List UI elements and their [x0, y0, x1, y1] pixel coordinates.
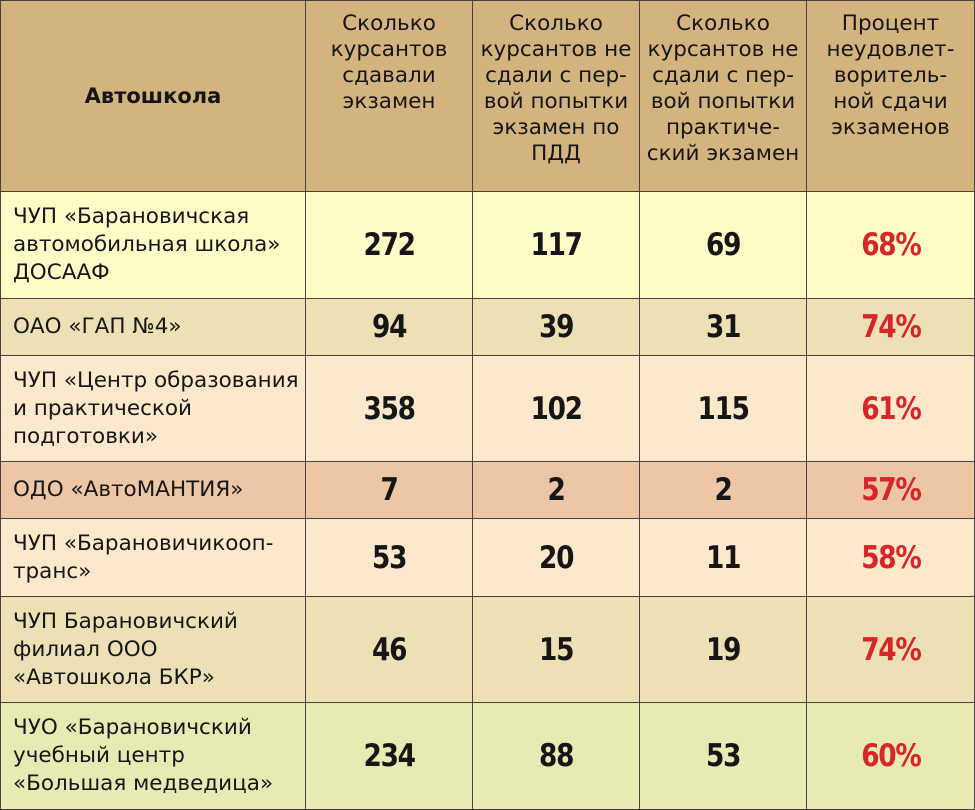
fail-percent-value: 68%: [860, 227, 922, 263]
failed-theory-value: 117: [530, 227, 582, 263]
failed-theory-value: 2: [547, 472, 565, 508]
failed-practice-cell: 69: [639, 191, 807, 299]
table-row: ОДО «АвтоМАНТИЯ» 7 2 2 57%: [0, 461, 975, 519]
fail-percent-cell: 60%: [806, 702, 975, 810]
failed-practice-value: 53: [705, 738, 741, 774]
fail-percent-value: 74%: [860, 309, 922, 345]
students-took-cell: 234: [305, 702, 473, 810]
header-students-took-exam: Сколько курсантов сдавали экзамен: [305, 0, 473, 192]
header-failed-theory-first-attempt: Сколько курсантов не сдали с пер- вой по…: [472, 0, 640, 192]
fail-percent-value: 57%: [860, 472, 922, 508]
fail-percent-cell: 74%: [806, 596, 975, 703]
header-fail-percent: Процент неудовлет- воритель- ной сдачи э…: [806, 0, 975, 192]
table-header: Автошкола Сколько курсантов сдавали экза…: [0, 0, 975, 192]
students-took-value: 272: [363, 227, 415, 263]
failed-practice-cell: 115: [639, 355, 807, 462]
failed-theory-cell: 117: [472, 191, 640, 299]
failed-theory-cell: 2: [472, 461, 640, 519]
fail-percent-cell: 74%: [806, 298, 975, 356]
students-took-cell: 358: [305, 355, 473, 462]
students-took-value: 7: [380, 472, 398, 508]
failed-theory-cell: 20: [472, 518, 640, 597]
table-row: ЧУП «Барановичская автомобильная школа» …: [0, 191, 975, 299]
table-row: ЧУП «Центр образования и практической по…: [0, 355, 975, 462]
fail-percent-value: 61%: [860, 390, 922, 427]
failed-practice-cell: 53: [639, 702, 807, 810]
fail-percent-value: 60%: [860, 738, 922, 774]
failed-theory-cell: 39: [472, 298, 640, 356]
fail-percent-cell: 58%: [806, 518, 975, 597]
fail-percent-value: 58%: [860, 539, 922, 576]
table-row: ЧУО «Барановичский учебный центр «Больша…: [0, 702, 975, 810]
failed-theory-value: 15: [538, 631, 574, 668]
failed-theory-value: 39: [538, 309, 574, 345]
students-took-cell: 53: [305, 518, 473, 597]
failed-practice-cell: 2: [639, 461, 807, 519]
school-name-cell: ОДО «АвтоМАНТИЯ»: [0, 461, 306, 519]
failed-theory-value: 102: [530, 390, 582, 427]
school-name-cell: ЧУП «Центр образования и практической по…: [0, 355, 306, 462]
school-name-cell: ОАО «ГАП №4»: [0, 298, 306, 356]
school-name-cell: ЧУО «Барановичский учебный центр «Больша…: [0, 702, 306, 810]
school-name-cell: ЧУП Барановичский филиал ООО «Автошкола …: [0, 596, 306, 703]
students-took-value: 94: [371, 309, 407, 345]
table-row: ЧУП «Барановичикооп- транс» 53 20 11 58%: [0, 518, 975, 597]
students-took-value: 358: [363, 390, 415, 427]
students-took-cell: 46: [305, 596, 473, 703]
failed-practice-value: 11: [705, 539, 741, 576]
school-name-cell: ЧУП «Барановичикооп- транс»: [0, 518, 306, 597]
fail-percent-cell: 61%: [806, 355, 975, 462]
failed-practice-value: 19: [705, 631, 741, 668]
fail-percent-cell: 68%: [806, 191, 975, 299]
failed-practice-value: 31: [705, 309, 741, 345]
table-body: ЧУП «Барановичская автомобильная школа» …: [0, 191, 975, 810]
failed-practice-cell: 31: [639, 298, 807, 356]
students-took-cell: 7: [305, 461, 473, 519]
students-took-value: 46: [371, 631, 407, 668]
failed-practice-value: 69: [705, 227, 741, 263]
students-took-value: 53: [371, 539, 407, 576]
failed-practice-value: 2: [714, 472, 732, 508]
failed-theory-cell: 15: [472, 596, 640, 703]
header-failed-practice-first-attempt: Сколько курсантов не сдали с пер- вой по…: [639, 0, 807, 192]
header-driving-school: Автошкола: [0, 0, 306, 192]
table-row: ОАО «ГАП №4» 94 39 31 74%: [0, 298, 975, 356]
failed-practice-cell: 11: [639, 518, 807, 597]
failed-theory-cell: 88: [472, 702, 640, 810]
failed-practice-value: 115: [697, 390, 749, 427]
failed-theory-cell: 102: [472, 355, 640, 462]
school-name-cell: ЧУП «Барановичская автомобильная школа» …: [0, 191, 306, 299]
students-took-value: 234: [363, 738, 415, 774]
students-took-cell: 272: [305, 191, 473, 299]
header-row: Автошкола Сколько курсантов сдавали экза…: [0, 0, 975, 192]
students-took-cell: 94: [305, 298, 473, 356]
failed-theory-value: 88: [538, 738, 574, 774]
table-row: ЧУП Барановичский филиал ООО «Автошкола …: [0, 596, 975, 703]
fail-percent-cell: 57%: [806, 461, 975, 519]
fail-percent-value: 74%: [860, 631, 922, 668]
failed-practice-cell: 19: [639, 596, 807, 703]
failed-theory-value: 20: [538, 539, 574, 576]
